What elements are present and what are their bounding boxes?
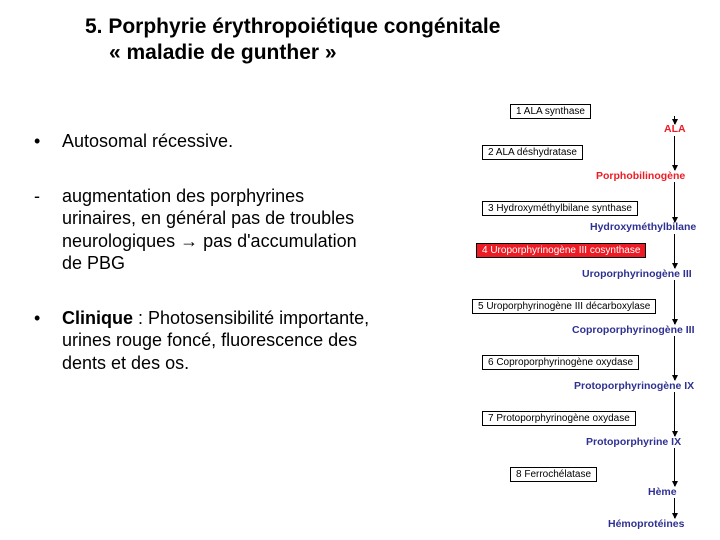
pathway-arrow [674, 336, 675, 380]
pathway-arrow [674, 234, 675, 268]
enzyme-box: 1 ALA synthase [510, 104, 591, 119]
enzyme-box: 5 Uroporphyrinogène III décarboxylase [472, 299, 656, 314]
bullet-item: • Autosomal récessive. [34, 130, 374, 153]
bullet-bold-prefix: Clinique [62, 308, 133, 328]
pathway-product: Uroporphyrinogène III [582, 268, 692, 280]
bullet-text: Autosomal récessive. [62, 130, 233, 153]
bullet-marker: - [34, 185, 62, 208]
enzyme-box: 3 Hydroxyméthylbilane synthase [482, 201, 638, 216]
bullet-list: • Autosomal récessive. - augmentation de… [34, 130, 374, 406]
bullet-text: Clinique : Photosensibilité importante, … [62, 307, 374, 375]
pathway-product: Hème [648, 486, 677, 498]
enzyme-box: 8 Ferrochélatase [510, 467, 597, 482]
pathway-arrow [674, 448, 675, 486]
bullet-item: - augmentation des porphyrines urinaires… [34, 185, 374, 275]
pathway-product: Coproporphyrinogène III [572, 324, 695, 336]
slide: 5. Porphyrie érythropoiétique congénital… [0, 0, 720, 540]
enzyme-box: 7 Protoporphyrinogène oxydase [482, 411, 636, 426]
bullet-item: • Clinique : Photosensibilité importante… [34, 307, 374, 375]
slide-title: 5. Porphyrie érythropoiétique congénital… [85, 14, 605, 67]
pathway-product: Hydroxyméthylbilane [590, 221, 696, 233]
pathway-product: Hémoprotéines [608, 518, 684, 530]
enzyme-box-highlight: 4 Uroporphyrinogène III cosynthase [476, 243, 646, 258]
pathway-product: Protoporphyrinogène IX [574, 380, 694, 392]
pathway-product: Protoporphyrine IX [586, 436, 681, 448]
bullet-text: augmentation des porphyrines urinaires, … [62, 185, 374, 275]
title-line-1: 5. Porphyrie érythropoiétique congénital… [85, 14, 605, 40]
bullet-marker: • [34, 307, 62, 330]
pathway-arrow [674, 136, 675, 170]
enzyme-box: 2 ALA déshydratase [482, 145, 583, 160]
pathway-arrow [674, 498, 675, 518]
pathway-product: Porphobilinogène [596, 170, 685, 182]
enzyme-box: 6 Coproporphyrinogène oxydase [482, 355, 639, 370]
bullet-marker: • [34, 130, 62, 153]
pathway-arrow [674, 392, 675, 436]
title-line-2: « maladie de gunther » [85, 40, 605, 66]
pathway-product: ALA [664, 123, 686, 135]
pathway-arrow [674, 182, 675, 222]
pathway-arrow [674, 280, 675, 324]
